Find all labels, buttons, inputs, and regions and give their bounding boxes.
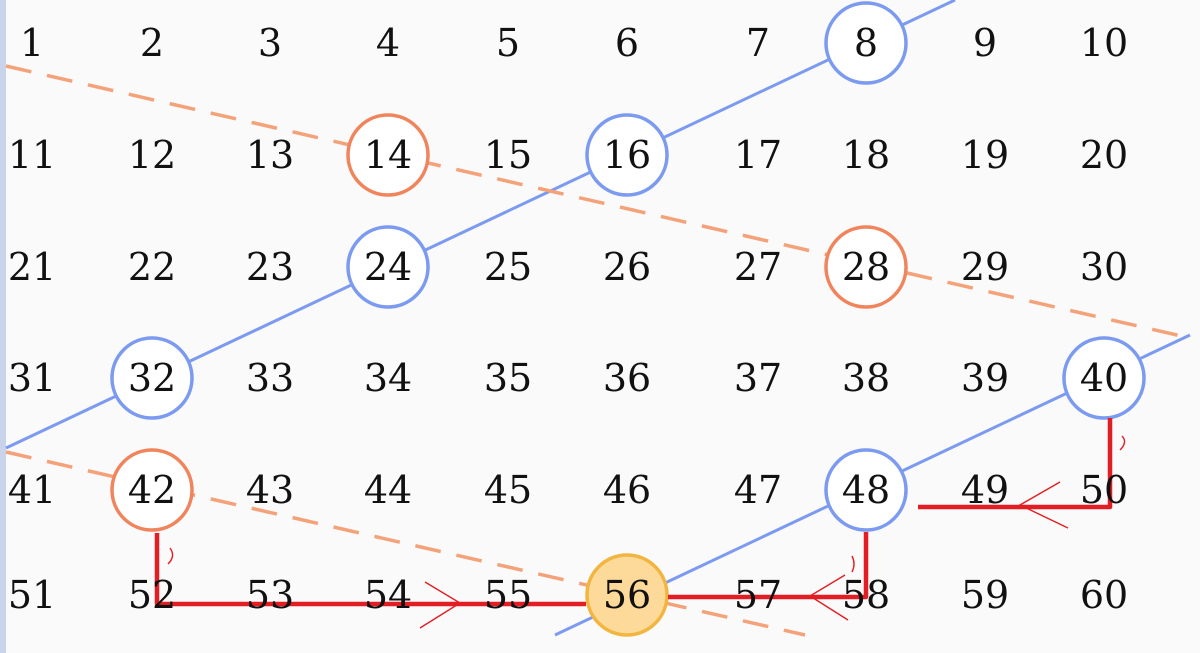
grid-number-26: 26 bbox=[603, 245, 651, 289]
blue-circle-24 bbox=[346, 225, 430, 309]
grid-number-17: 17 bbox=[734, 133, 782, 177]
red-arrowhead-4 bbox=[808, 574, 849, 621]
grid-number-27: 27 bbox=[734, 245, 782, 289]
grid-number-56: 56 bbox=[603, 573, 651, 617]
grid-number-33: 33 bbox=[246, 356, 294, 400]
red-arrowhead-5 bbox=[419, 581, 462, 629]
blue-circle-8 bbox=[824, 1, 908, 85]
red-path-56-to-42 bbox=[154, 533, 586, 607]
grid-number-38: 38 bbox=[842, 356, 890, 400]
grid-number-19: 19 bbox=[961, 133, 1009, 177]
grid-number-60: 60 bbox=[1080, 573, 1128, 617]
grid-number-10: 10 bbox=[1080, 21, 1128, 65]
grid-number-8: 8 bbox=[854, 21, 878, 65]
grid-number-31: 31 bbox=[8, 356, 56, 400]
highlight-circle-56 bbox=[585, 553, 669, 637]
grid-number-20: 20 bbox=[1080, 133, 1128, 177]
grid-number-23: 23 bbox=[246, 245, 294, 289]
grid-number-59: 59 bbox=[961, 573, 1009, 617]
orange-circle-14 bbox=[346, 113, 430, 197]
grid-number-41: 41 bbox=[8, 468, 56, 512]
grid-number-37: 37 bbox=[734, 356, 782, 400]
grid-number-32: 32 bbox=[128, 356, 176, 400]
grid-number-49: 49 bbox=[961, 468, 1009, 512]
grid-number-30: 30 bbox=[1080, 245, 1128, 289]
red-arrowhead-2 bbox=[1018, 481, 1069, 529]
grid-number-58: 58 bbox=[842, 573, 890, 617]
grid-number-50: 50 bbox=[1080, 468, 1128, 512]
grid-number-14: 14 bbox=[364, 133, 412, 177]
grid-number-43: 43 bbox=[246, 468, 294, 512]
grid-number-57: 57 bbox=[734, 573, 782, 617]
grid-number-34: 34 bbox=[364, 356, 412, 400]
grid-number-42: 42 bbox=[128, 468, 176, 512]
grid-number-11: 11 bbox=[8, 133, 56, 177]
grid-number-24: 24 bbox=[364, 245, 412, 289]
red-path-40-to-49 bbox=[918, 418, 1113, 510]
grid-number-7: 7 bbox=[746, 21, 770, 65]
grid-number-54: 54 bbox=[364, 573, 412, 617]
grid-number-6: 6 bbox=[615, 21, 639, 65]
grid-number-5: 5 bbox=[496, 21, 520, 65]
grid-number-46: 46 bbox=[603, 468, 651, 512]
grid-number-21: 21 bbox=[8, 245, 56, 289]
orange-circle-42 bbox=[110, 448, 194, 532]
grid-number-15: 15 bbox=[484, 133, 532, 177]
orange-dashed-line-1 bbox=[5, 64, 1191, 340]
grid-number-22: 22 bbox=[128, 245, 176, 289]
grid-number-39: 39 bbox=[961, 356, 1009, 400]
grid-number-45: 45 bbox=[484, 468, 532, 512]
grid-number-3: 3 bbox=[258, 21, 282, 65]
grid-number-12: 12 bbox=[128, 133, 176, 177]
grid-number-1: 1 bbox=[20, 21, 44, 65]
grid-number-52: 52 bbox=[128, 573, 176, 617]
grid-number-28: 28 bbox=[842, 245, 890, 289]
grid-number-36: 36 bbox=[603, 356, 651, 400]
grid-number-18: 18 bbox=[842, 133, 890, 177]
grid-number-35: 35 bbox=[484, 356, 532, 400]
grid-number-25: 25 bbox=[484, 245, 532, 289]
grid-number-9: 9 bbox=[973, 21, 997, 65]
orange-circle-28 bbox=[824, 225, 908, 309]
grid-number-40: 40 bbox=[1080, 356, 1128, 400]
grid-number-13: 13 bbox=[246, 133, 294, 177]
red-path-48-to-56 bbox=[668, 532, 869, 600]
blue-circle-32 bbox=[110, 336, 194, 420]
grid-number-48: 48 bbox=[842, 468, 890, 512]
blue-circle-48 bbox=[824, 448, 908, 532]
grid-number-51: 51 bbox=[8, 573, 56, 617]
blue-circle-40 bbox=[1062, 336, 1146, 420]
grid-number-53: 53 bbox=[246, 573, 294, 617]
grid-number-2: 2 bbox=[140, 21, 164, 65]
blue-circle-16 bbox=[585, 113, 669, 197]
grid-number-29: 29 bbox=[961, 245, 1009, 289]
grid-number-55: 55 bbox=[484, 573, 532, 617]
red-arrowhead-6 bbox=[167, 547, 174, 565]
grid-number-16: 16 bbox=[603, 133, 651, 177]
grid-number-4: 4 bbox=[376, 21, 400, 65]
grid-number-44: 44 bbox=[364, 468, 412, 512]
red-arrowhead-3 bbox=[851, 555, 855, 573]
grid-number-47: 47 bbox=[734, 468, 782, 512]
left-edge-strip bbox=[0, 0, 6, 653]
red-arrowhead-1 bbox=[1119, 435, 1126, 451]
